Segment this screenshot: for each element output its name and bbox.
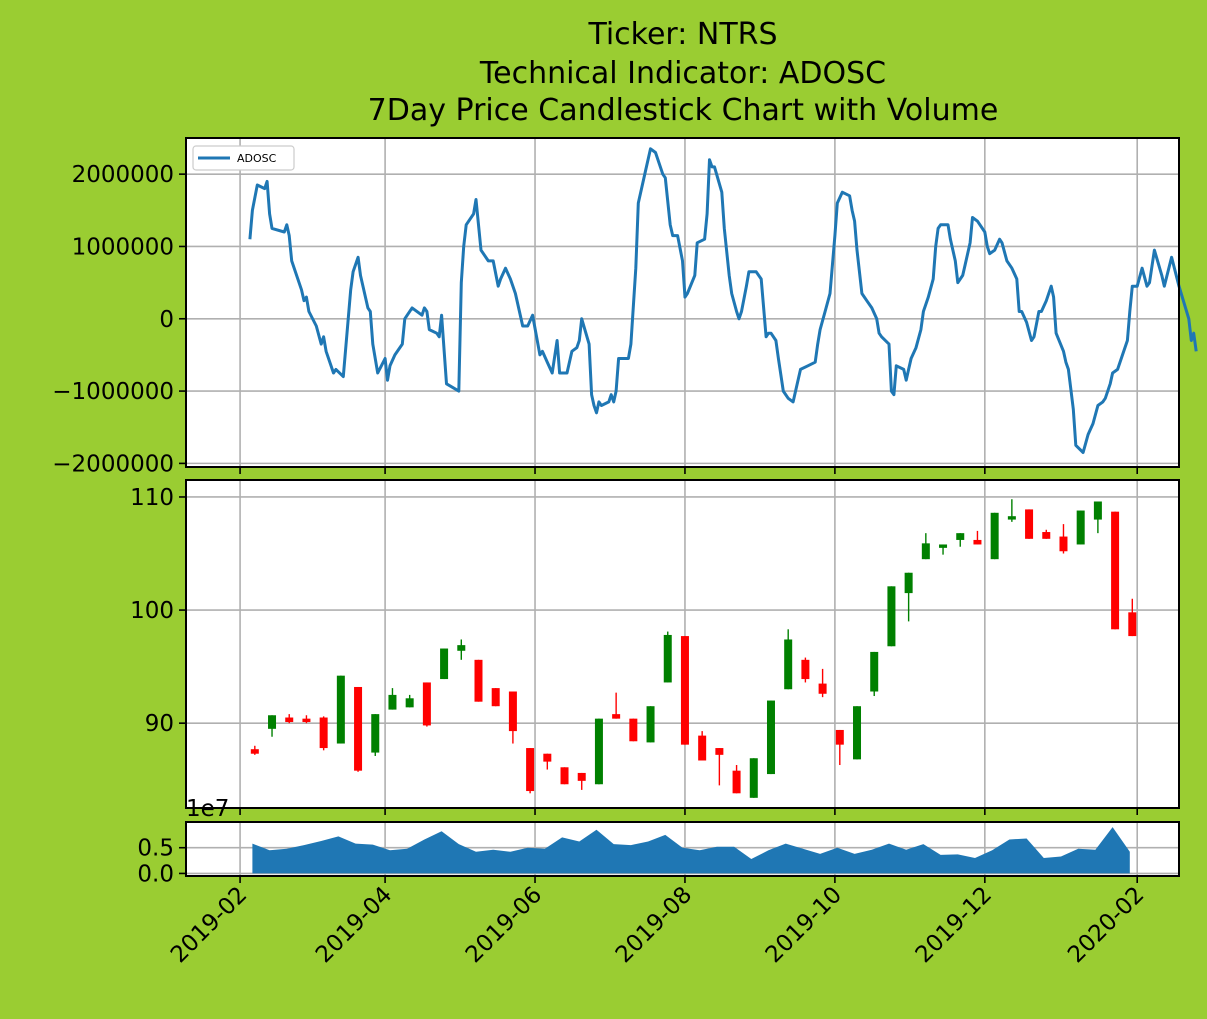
candle-body-48 (1076, 510, 1085, 545)
candle-body-1 (268, 715, 277, 729)
candle-body-2 (285, 717, 294, 723)
indicator-plot-area (185, 137, 1180, 468)
candle-body-51 (1128, 612, 1137, 637)
chart-title-line-3: 7Day Price Candlestick Chart with Volume (368, 93, 999, 128)
candle-body-45 (1025, 509, 1034, 539)
candle-body-34 (835, 729, 844, 745)
candle-body-25 (680, 636, 689, 745)
candle-body-37 (887, 586, 896, 647)
price-frame (185, 479, 1180, 809)
candle-body-42 (973, 539, 982, 545)
candle-body-14 (491, 688, 500, 707)
candle-body-46 (1042, 532, 1051, 539)
candle-body-27 (715, 748, 724, 755)
candle-body-13 (474, 659, 483, 702)
candle-body-30 (766, 700, 775, 775)
indicator-y-tick-label-3: −1000000 (52, 379, 174, 405)
volume-y-tick-label-0: 0.0 (137, 861, 174, 887)
candle-body-3 (302, 718, 311, 723)
indicator-frame (185, 137, 1180, 468)
indicator-y-tick-label-1: 1000000 (72, 234, 174, 260)
candle-body-21 (612, 714, 621, 719)
volume-area (252, 827, 1130, 874)
candle-body-11 (440, 648, 449, 680)
candle-body-4 (319, 717, 328, 749)
candle-body-44 (1007, 516, 1016, 520)
candle-body-35 (853, 706, 862, 760)
chart-title-line-1: Ticker: NTRS (587, 17, 777, 52)
candle-body-20 (594, 718, 603, 785)
candle-body-26 (698, 735, 707, 761)
candle-body-39 (921, 543, 930, 560)
candle-body-7 (371, 714, 380, 753)
candle-body-0 (250, 749, 259, 754)
indicator-y-tick-label-0: 2000000 (72, 162, 174, 188)
candle-body-33 (818, 683, 827, 694)
candle-body-10 (422, 682, 431, 726)
candle-body-36 (870, 651, 879, 692)
candle-body-41 (956, 533, 965, 540)
candle-body-8 (388, 694, 397, 710)
volume-frame (185, 821, 1180, 877)
candle-body-17 (543, 753, 552, 762)
candle-body-9 (405, 698, 414, 708)
candle-body-12 (457, 645, 466, 651)
price-y-tick-label-0: 90 (145, 711, 174, 737)
candle-body-40 (939, 544, 948, 548)
candle-body-31 (784, 639, 793, 690)
candle-body-6 (354, 686, 363, 771)
candle-body-24 (663, 634, 672, 683)
candle-body-16 (526, 748, 535, 792)
candle-body-15 (508, 691, 517, 732)
adosc-line (248, 147, 1198, 454)
legend-label-adosc: ADOSC (237, 152, 277, 165)
chart-title-line-2: Technical Indicator: ADOSC (479, 56, 886, 91)
indicator-legend: ADOSC (192, 145, 295, 171)
candle-body-49 (1093, 501, 1102, 520)
volume-offset-label: 1e7 (186, 796, 229, 822)
candle-body-23 (646, 706, 655, 743)
candle-body-43 (990, 512, 999, 560)
candle-body-19 (577, 772, 586, 781)
candle-body-18 (560, 767, 569, 785)
indicator-y-tick-label-4: −2000000 (52, 451, 174, 477)
indicator-y-tick-label-2: 0 (159, 307, 174, 333)
price-y-tick-label-2: 110 (130, 485, 174, 511)
candle-body-47 (1059, 536, 1068, 552)
volume-y-tick-label-1: 0.5 (137, 836, 174, 862)
candle-body-32 (801, 659, 810, 680)
candle-body-29 (749, 758, 758, 798)
price-y-tick-label-1: 100 (130, 598, 174, 624)
candle-body-22 (629, 718, 638, 742)
candles (250, 499, 1137, 798)
legend-box (192, 145, 295, 171)
candle-body-5 (336, 675, 345, 744)
candle-body-50 (1111, 511, 1120, 630)
candle-body-38 (904, 572, 913, 594)
candle-body-28 (732, 770, 741, 794)
